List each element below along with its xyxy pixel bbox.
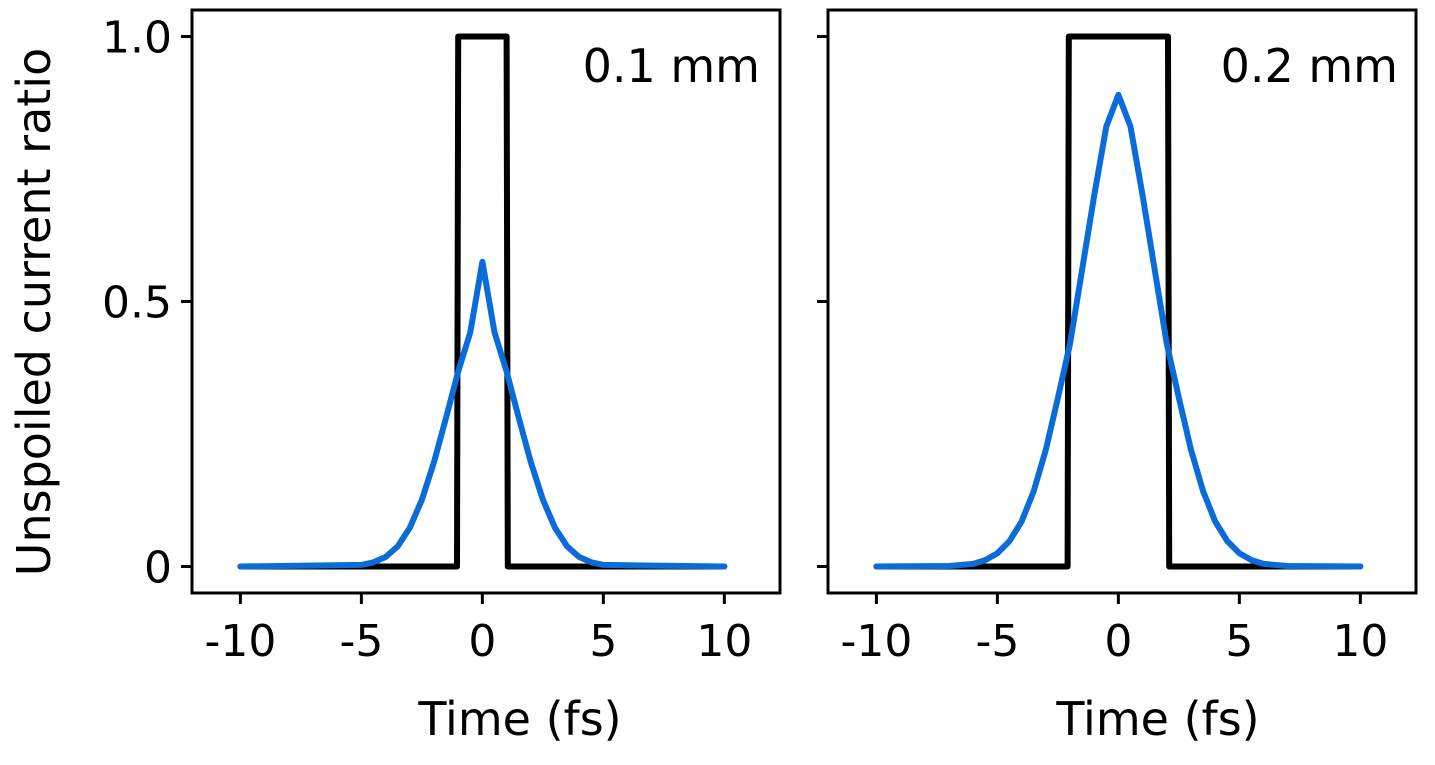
- y-axis-title: Unspoiled current ratio: [7, 48, 61, 576]
- series-marks: [873, 33, 1364, 570]
- x-tick-label: 5: [1225, 616, 1253, 667]
- tick-labels: -10 -5 0 5 10: [840, 616, 1388, 667]
- panel-0p2mm: -10 -5 0 5 10 0.2 mm Time (fs): [817, 8, 1418, 746]
- plot-frame: [190, 8, 782, 595]
- y-tick-label: 0: [144, 543, 172, 594]
- panel-annotation: 0.1 mm: [583, 39, 760, 93]
- x-tick-label: -10: [204, 616, 276, 667]
- panel-0p1mm: -10 -5 0 5 10 0 0.5 1.0 0.1 mm Time (fs) Unspoi…: [7, 8, 782, 746]
- x-tick-label: 0: [468, 616, 496, 667]
- x-tick-label: -10: [840, 616, 912, 667]
- x-tick-label: 10: [696, 616, 752, 667]
- tick-marks: [181, 35, 726, 604]
- panel-annotation: 0.2 mm: [1221, 39, 1398, 93]
- x-axis-title: Time (fs): [417, 692, 621, 746]
- series-line-window: [873, 33, 1364, 570]
- series-line-gaussian: [873, 91, 1364, 570]
- tick-marks: [817, 35, 1362, 604]
- series-line-gaussian: [237, 258, 728, 570]
- y-tick-label: 1.0: [102, 13, 172, 64]
- series-marks: [237, 33, 728, 570]
- x-tick-label: 10: [1332, 616, 1388, 667]
- x-axis-title: Time (fs): [1055, 692, 1259, 746]
- x-tick-label: 0: [1104, 616, 1132, 667]
- series-line-window: [237, 33, 728, 570]
- x-tick-label: -5: [975, 616, 1019, 667]
- x-tick-label: -5: [339, 616, 383, 667]
- x-tick-label: 5: [589, 616, 617, 667]
- tick-labels: -10 -5 0 5 10 0 0.5 1.0: [102, 13, 752, 668]
- y-tick-label: 0.5: [102, 278, 172, 329]
